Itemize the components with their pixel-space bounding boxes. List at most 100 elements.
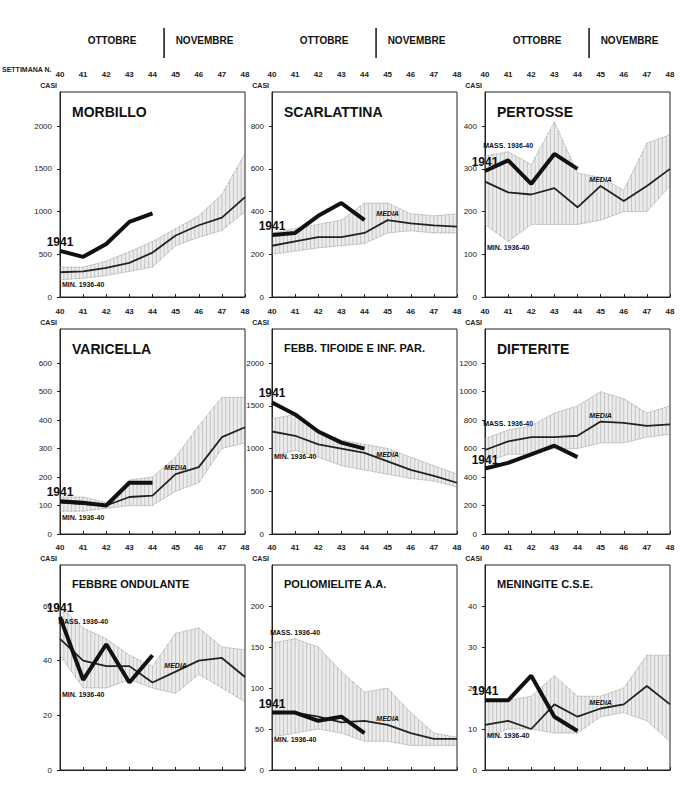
svg-text:41: 41 [79, 307, 88, 316]
svg-text:40: 40 [481, 307, 490, 316]
svg-text:1941: 1941 [259, 386, 286, 400]
svg-text:44: 44 [360, 307, 369, 316]
svg-text:42: 42 [314, 307, 323, 316]
svg-text:200: 200 [464, 501, 478, 510]
svg-text:MEDIA: MEDIA [164, 662, 187, 669]
svg-text:40: 40 [481, 543, 490, 552]
svg-text:200: 200 [251, 602, 265, 611]
svg-text:45: 45 [596, 307, 605, 316]
svg-text:40: 40 [468, 602, 477, 611]
svg-text:MASS. 1936-40: MASS. 1936-40 [483, 142, 533, 149]
svg-text:0: 0 [260, 766, 265, 775]
svg-text:45: 45 [383, 543, 392, 552]
svg-text:47: 47 [429, 543, 438, 552]
svg-text:40: 40 [268, 307, 277, 316]
svg-text:41: 41 [291, 307, 300, 316]
svg-text:MEDIA: MEDIA [589, 699, 612, 706]
svg-text:0: 0 [473, 766, 478, 775]
svg-text:600: 600 [39, 359, 53, 368]
svg-text:44: 44 [573, 307, 582, 316]
svg-text:44: 44 [148, 70, 157, 79]
svg-text:MENINGITE C.S.E.: MENINGITE C.S.E. [497, 578, 593, 590]
svg-text:300: 300 [39, 444, 53, 453]
svg-text:43: 43 [125, 307, 134, 316]
svg-text:CASI: CASI [40, 319, 57, 326]
svg-text:48: 48 [666, 543, 675, 552]
svg-text:100: 100 [464, 250, 478, 259]
svg-text:46: 46 [619, 70, 628, 79]
svg-text:40: 40 [268, 70, 277, 79]
svg-text:DIFTERITE: DIFTERITE [497, 341, 569, 357]
svg-text:OTTOBRE: OTTOBRE [513, 35, 562, 46]
svg-text:2000: 2000 [246, 359, 264, 368]
svg-text:1000: 1000 [34, 207, 52, 216]
svg-text:500: 500 [251, 487, 265, 496]
svg-text:MEDIA: MEDIA [164, 464, 187, 471]
svg-text:1941: 1941 [472, 684, 499, 698]
svg-text:CASI: CASI [465, 319, 482, 326]
svg-text:0: 0 [48, 530, 53, 539]
svg-text:45: 45 [596, 543, 605, 552]
svg-text:FEBBRE ONDULANTE: FEBBRE ONDULANTE [72, 578, 189, 590]
svg-text:MIN. 1936-40: MIN. 1936-40 [274, 736, 317, 743]
svg-text:41: 41 [79, 70, 88, 79]
svg-text:47: 47 [217, 307, 226, 316]
svg-text:POLIOMIELITE A.A.: POLIOMIELITE A.A. [284, 578, 386, 590]
svg-text:42: 42 [314, 70, 323, 79]
svg-text:400: 400 [464, 473, 478, 482]
svg-text:47: 47 [217, 543, 226, 552]
svg-text:46: 46 [406, 307, 415, 316]
svg-text:40: 40 [481, 70, 490, 79]
svg-text:46: 46 [406, 70, 415, 79]
svg-text:1941: 1941 [47, 235, 74, 249]
svg-text:46: 46 [194, 70, 203, 79]
svg-text:150: 150 [251, 643, 265, 652]
svg-text:43: 43 [337, 543, 346, 552]
svg-text:MIN. 1936-40: MIN. 1936-40 [62, 514, 105, 521]
svg-text:200: 200 [464, 207, 478, 216]
svg-text:42: 42 [527, 307, 536, 316]
svg-text:48: 48 [666, 70, 675, 79]
svg-text:MASS. 1936-40: MASS. 1936-40 [58, 618, 108, 625]
svg-text:SCARLATTINA: SCARLATTINA [284, 104, 383, 120]
svg-text:10: 10 [468, 725, 477, 734]
svg-text:47: 47 [429, 70, 438, 79]
svg-text:47: 47 [642, 543, 651, 552]
svg-text:48: 48 [666, 307, 675, 316]
svg-text:100: 100 [39, 501, 53, 510]
svg-text:47: 47 [217, 70, 226, 79]
svg-text:40: 40 [268, 543, 277, 552]
svg-text:48: 48 [453, 543, 462, 552]
svg-text:43: 43 [125, 70, 134, 79]
svg-text:MEDIA: MEDIA [376, 451, 399, 458]
svg-text:43: 43 [337, 70, 346, 79]
svg-text:0: 0 [260, 530, 265, 539]
svg-text:45: 45 [171, 70, 180, 79]
svg-text:40: 40 [56, 543, 65, 552]
svg-text:44: 44 [573, 70, 582, 79]
svg-text:44: 44 [148, 307, 157, 316]
svg-text:42: 42 [314, 543, 323, 552]
svg-text:OTTOBRE: OTTOBRE [88, 35, 137, 46]
svg-text:50: 50 [255, 725, 264, 734]
svg-text:44: 44 [148, 543, 157, 552]
svg-text:1000: 1000 [246, 444, 264, 453]
svg-text:CASI: CASI [40, 82, 57, 89]
svg-text:1941: 1941 [47, 601, 74, 615]
svg-text:0: 0 [48, 293, 53, 302]
svg-text:43: 43 [550, 70, 559, 79]
svg-text:CASI: CASI [40, 555, 57, 562]
svg-text:41: 41 [504, 70, 513, 79]
svg-text:44: 44 [360, 70, 369, 79]
svg-text:MASS. 1936-40: MASS. 1936-40 [483, 420, 533, 427]
svg-text:CASI: CASI [252, 82, 269, 89]
svg-text:NOVEMBRE: NOVEMBRE [388, 35, 446, 46]
svg-text:MEDIA: MEDIA [589, 176, 612, 183]
svg-text:MEDIA: MEDIA [589, 412, 612, 419]
svg-text:43: 43 [550, 307, 559, 316]
svg-text:46: 46 [194, 307, 203, 316]
svg-text:45: 45 [596, 70, 605, 79]
svg-text:1941: 1941 [47, 485, 74, 499]
svg-text:800: 800 [251, 122, 265, 131]
svg-text:46: 46 [619, 543, 628, 552]
